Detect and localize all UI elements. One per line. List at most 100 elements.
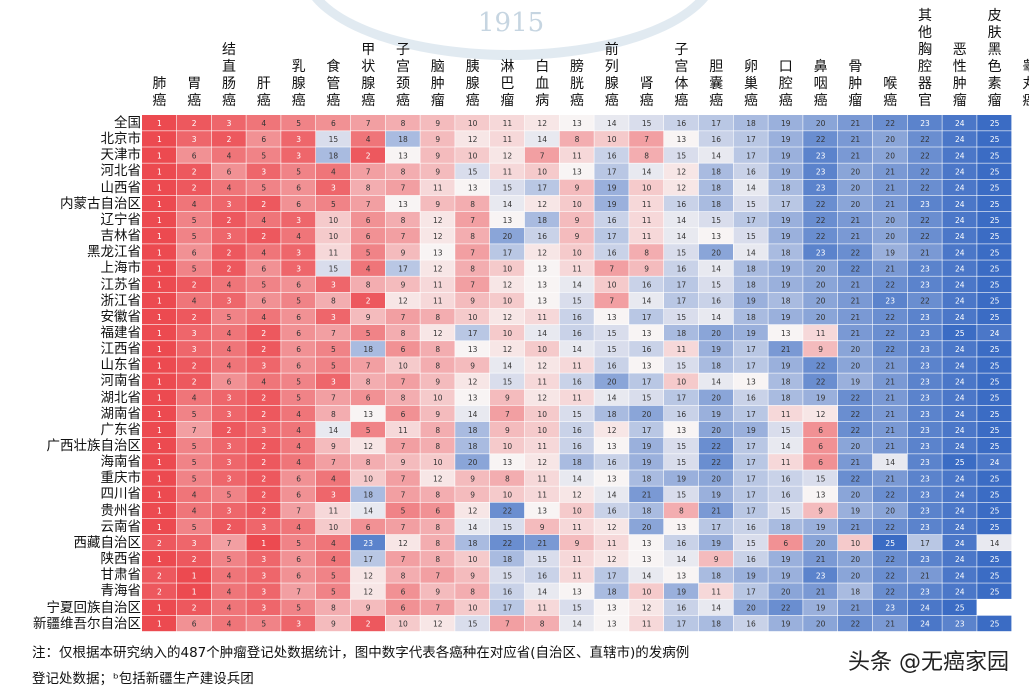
heatmap-cell bbox=[629, 486, 664, 502]
heatmap-cell bbox=[803, 438, 838, 454]
cell-value: 3 bbox=[192, 135, 197, 144]
cell-value: 14 bbox=[711, 151, 721, 160]
cell-value: 6 bbox=[366, 523, 371, 532]
heatmap-cell bbox=[559, 599, 594, 616]
cell-value: 10 bbox=[503, 264, 513, 273]
heatmap-cell bbox=[768, 195, 803, 212]
heatmap-cell bbox=[142, 454, 177, 470]
cell-value: 9 bbox=[435, 587, 440, 596]
heatmap-cell bbox=[316, 615, 351, 632]
cell-value: 12 bbox=[433, 264, 443, 273]
cell-value: 14 bbox=[711, 377, 721, 386]
heatmap-cell bbox=[977, 615, 1012, 632]
heatmap-cell bbox=[246, 195, 281, 212]
cell-value: 1 bbox=[157, 474, 162, 483]
cell-value: 8 bbox=[470, 264, 475, 273]
cell-value: 2 bbox=[192, 361, 197, 370]
cell-value: 18 bbox=[398, 135, 408, 144]
seal-year: 1915 bbox=[478, 8, 545, 38]
cell-value: 6 bbox=[331, 119, 336, 128]
cell-value: 2 bbox=[192, 281, 197, 290]
cell-value: 22 bbox=[885, 587, 895, 596]
heatmap-cell bbox=[490, 341, 525, 357]
cell-value: 4 bbox=[192, 491, 197, 500]
heatmap-cell bbox=[942, 195, 977, 212]
cell-value: 21 bbox=[885, 426, 895, 435]
cell-value: 20 bbox=[851, 184, 861, 193]
cell-value: 10 bbox=[398, 620, 408, 629]
cell-value: 8 bbox=[540, 620, 545, 629]
heatmap-cell bbox=[559, 195, 594, 212]
heatmap-cell bbox=[350, 486, 385, 502]
heatmap-cell bbox=[942, 341, 977, 357]
heatmap-cell bbox=[907, 228, 942, 244]
cell-value: 25 bbox=[990, 281, 1000, 290]
heatmap-cell bbox=[803, 195, 838, 212]
heatmap-cell bbox=[176, 131, 211, 147]
heatmap-cell bbox=[455, 276, 490, 293]
cell-value: 7 bbox=[401, 232, 406, 241]
cell-value: 9 bbox=[366, 604, 371, 613]
heatmap-cell bbox=[211, 470, 246, 486]
heatmap-cell bbox=[664, 147, 699, 163]
heatmap-cell bbox=[142, 421, 177, 438]
cell-value: 5 bbox=[401, 507, 406, 516]
cell-value: 8 bbox=[435, 491, 440, 500]
heatmap-cell bbox=[594, 470, 629, 486]
heatmap-cell bbox=[316, 260, 351, 276]
heatmap-cell bbox=[490, 615, 525, 632]
heatmap-cell bbox=[942, 583, 977, 599]
heatmap-cell bbox=[246, 389, 281, 406]
heatmap-cell bbox=[629, 583, 664, 599]
heatmap-cell bbox=[176, 147, 211, 163]
cell-value: 22 bbox=[816, 135, 826, 144]
cell-value: 24 bbox=[955, 571, 965, 580]
heatmap-cell bbox=[768, 502, 803, 519]
cell-value: 6 bbox=[227, 377, 232, 386]
heatmap-cell bbox=[594, 324, 629, 341]
cell-value: 8 bbox=[331, 604, 336, 613]
heatmap-cell bbox=[664, 615, 699, 632]
cell-value: 9 bbox=[575, 184, 580, 193]
heatmap-cell bbox=[559, 147, 594, 163]
row-label: 山东省 bbox=[100, 357, 142, 374]
cell-value: 10 bbox=[851, 539, 861, 548]
heatmap-cell bbox=[246, 131, 281, 147]
cell-value: 22 bbox=[920, 216, 930, 225]
cell-value: 14 bbox=[711, 313, 721, 322]
heatmap-cell bbox=[733, 615, 768, 632]
heatmap-cell bbox=[211, 228, 246, 244]
heatmap-cell bbox=[455, 292, 490, 309]
heatmap-cell bbox=[838, 131, 873, 147]
cell-value: 9 bbox=[575, 232, 580, 241]
cell-value: 21 bbox=[885, 200, 895, 209]
cell-value: 2 bbox=[157, 539, 162, 548]
cell-value: 15 bbox=[607, 329, 617, 338]
cell-value: 4 bbox=[261, 216, 266, 225]
heatmap-cell bbox=[907, 195, 942, 212]
heatmap-cell bbox=[350, 470, 385, 486]
heatmap-cell bbox=[350, 567, 385, 583]
brand-watermark: 头条 @无癌家园 bbox=[848, 650, 1009, 675]
heatmap-cell bbox=[698, 308, 733, 325]
heatmap-cell bbox=[524, 324, 559, 341]
heatmap-cell bbox=[629, 567, 664, 583]
cell-value: 18 bbox=[468, 442, 478, 451]
cell-value: 8 bbox=[470, 232, 475, 241]
heatmap-cell bbox=[385, 373, 420, 389]
heatmap-cell bbox=[559, 292, 594, 309]
heatmap-cell bbox=[211, 421, 246, 438]
heatmap-cell bbox=[176, 211, 211, 228]
cell-value: 14 bbox=[677, 216, 687, 225]
heatmap-cell bbox=[872, 405, 907, 422]
cell-value: 8 bbox=[366, 377, 371, 386]
cell-value: 21 bbox=[851, 135, 861, 144]
heatmap-cell bbox=[211, 486, 246, 502]
heatmap-cell bbox=[246, 357, 281, 373]
heatmap-cell bbox=[629, 405, 664, 422]
heatmap-cell bbox=[629, 324, 664, 341]
cell-value: 20 bbox=[816, 620, 826, 629]
cell-value: 21 bbox=[851, 232, 861, 241]
cell-value: 3 bbox=[261, 571, 266, 580]
cell-value: 18 bbox=[503, 555, 513, 564]
